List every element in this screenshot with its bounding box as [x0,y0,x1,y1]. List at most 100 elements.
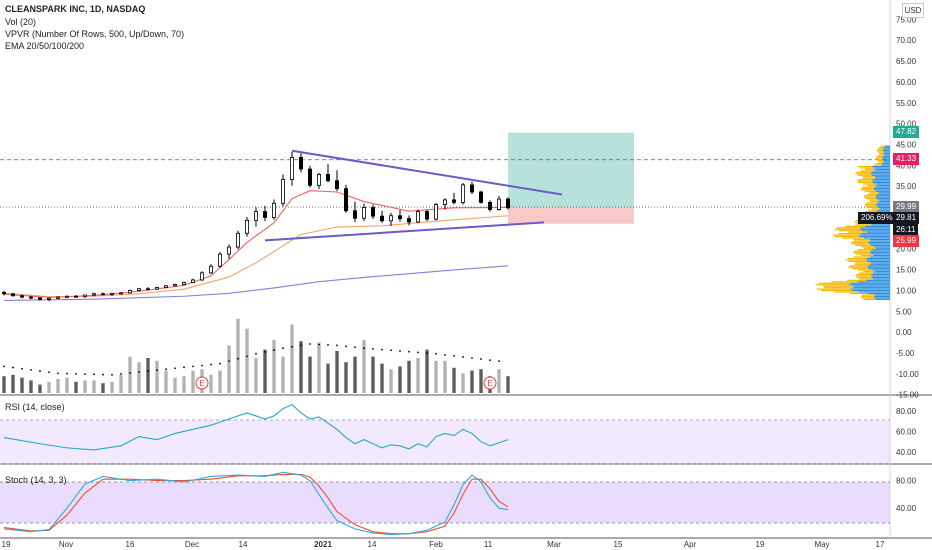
vpvr-bar-up [875,190,890,192]
volume-ma-dot [246,355,248,358]
vpvr-bar-down [833,234,859,236]
vpvr-bar-down [861,189,875,191]
triangle-lower-line [264,221,545,242]
volume-bar [218,370,222,393]
volume-bar [380,363,384,393]
candle-body [424,211,429,220]
volume-bar [20,377,24,393]
ema-legend[interactable]: EMA 20/50/100/200 [5,41,85,51]
vpvr-bar-down [850,292,869,295]
time-tick-label: May [814,540,829,549]
stoch-tick-label: 40.00 [896,504,917,513]
vpvr-bar-up [875,298,890,300]
vpvr-bar-up [866,257,890,260]
vpvr-bar-up [857,281,890,283]
vpvr-bar-down [847,231,867,233]
volume-bar [254,358,258,393]
candle-body [442,199,447,205]
vpvr-bar-down [865,205,877,207]
vpvr-bar-up [874,297,890,299]
vpvr-bar-down [853,252,870,254]
time-tick-label: 19 [756,540,765,549]
vpvr-bar-down [877,160,884,162]
volume-ma-dot [174,367,176,370]
volume-bar [83,380,87,393]
candle-body [334,180,339,190]
vpvr-bar-up [876,205,890,207]
vpvr-bar-up [859,291,890,293]
vpvr-bar-down [861,295,875,298]
vpvr-bar-up [872,181,890,184]
volume-ma-dot [21,367,23,370]
ema20-line [3,190,509,299]
candle-body [199,272,204,281]
volume-ma-dot [381,348,383,351]
vpvr-bar-up [863,237,890,239]
volume-bar [308,356,312,393]
price-tick-label: 70.00 [896,36,917,45]
volume-bar [416,358,420,393]
candle-body [406,218,411,223]
candle-body [289,156,294,180]
candle-body [298,156,303,170]
vpvr-bar-up [873,187,890,190]
vpvr-bar-down [868,206,879,208]
vpvr-bar-down [867,184,878,187]
volume-bar [389,369,393,393]
volume-legend[interactable]: Vol (20) [5,17,37,27]
stoch-label[interactable]: Stoch (14, 3, 3) [5,475,67,485]
vpvr-bar-down [869,199,879,201]
vpvr-bar-up [874,294,890,296]
volume-bar [119,374,123,393]
volume-bar [227,345,231,393]
volume-bar [344,362,348,393]
volume-bar [155,360,159,393]
vpvr-bar-down [875,157,883,159]
rsi-tick-label: 60.00 [896,427,917,436]
vpvr-bar-up [868,243,890,245]
candle-body [92,293,97,296]
vpvr-bar-up [870,240,890,242]
volume-bar [290,324,294,393]
vpvr-bar-down [863,271,876,273]
volume-bar [38,384,42,393]
volume-bar [92,380,96,393]
vpvr-bar-up [882,158,890,160]
candle-body [352,210,357,219]
vpvr-bar-up [868,268,890,270]
vpvr-bar-down [861,297,875,299]
candle-body [47,297,52,300]
volume-bar [74,381,78,393]
candle-body [280,179,285,204]
rsi-tick-label: 40.00 [896,448,917,457]
candle-body [415,211,420,223]
vpvr-bar-down [847,257,867,260]
volume-ma-dot [291,345,293,348]
rsi-line [3,403,509,451]
volume-bar [110,381,114,393]
candle-body [172,284,177,287]
vpvr-bar-up [849,288,890,290]
vpvr-bar-up [869,238,890,241]
vpvr-bar-down [834,291,860,293]
vpvr-bar-up [881,164,890,166]
volume-ma-dot [129,372,131,374]
vpvr-bar-down [861,294,875,296]
candle-body [505,198,510,209]
chart-title[interactable]: CLEANSPARK INC, 1D, NASDAQ [5,4,146,14]
currency-button[interactable]: USD [902,3,924,18]
vpvr-bar-down [873,164,882,166]
volume-bar [11,374,15,393]
vpvr-bar-down [879,152,885,154]
vpvr-legend[interactable]: VPVR (Number Of Rows, 500, Up/Down, 70) [5,29,185,39]
vpvr-bar-up [882,155,890,157]
volume-ma-dot [399,350,401,352]
vpvr-bar-up [877,202,890,204]
earnings-label: E [199,379,204,388]
rsi-tick-label: 80.00 [896,407,917,416]
rsi-label[interactable]: RSI (14, close) [5,402,65,412]
candle-body [370,207,375,217]
time-tick-label: Apr [684,540,697,549]
vpvr-bar-up [883,161,890,163]
